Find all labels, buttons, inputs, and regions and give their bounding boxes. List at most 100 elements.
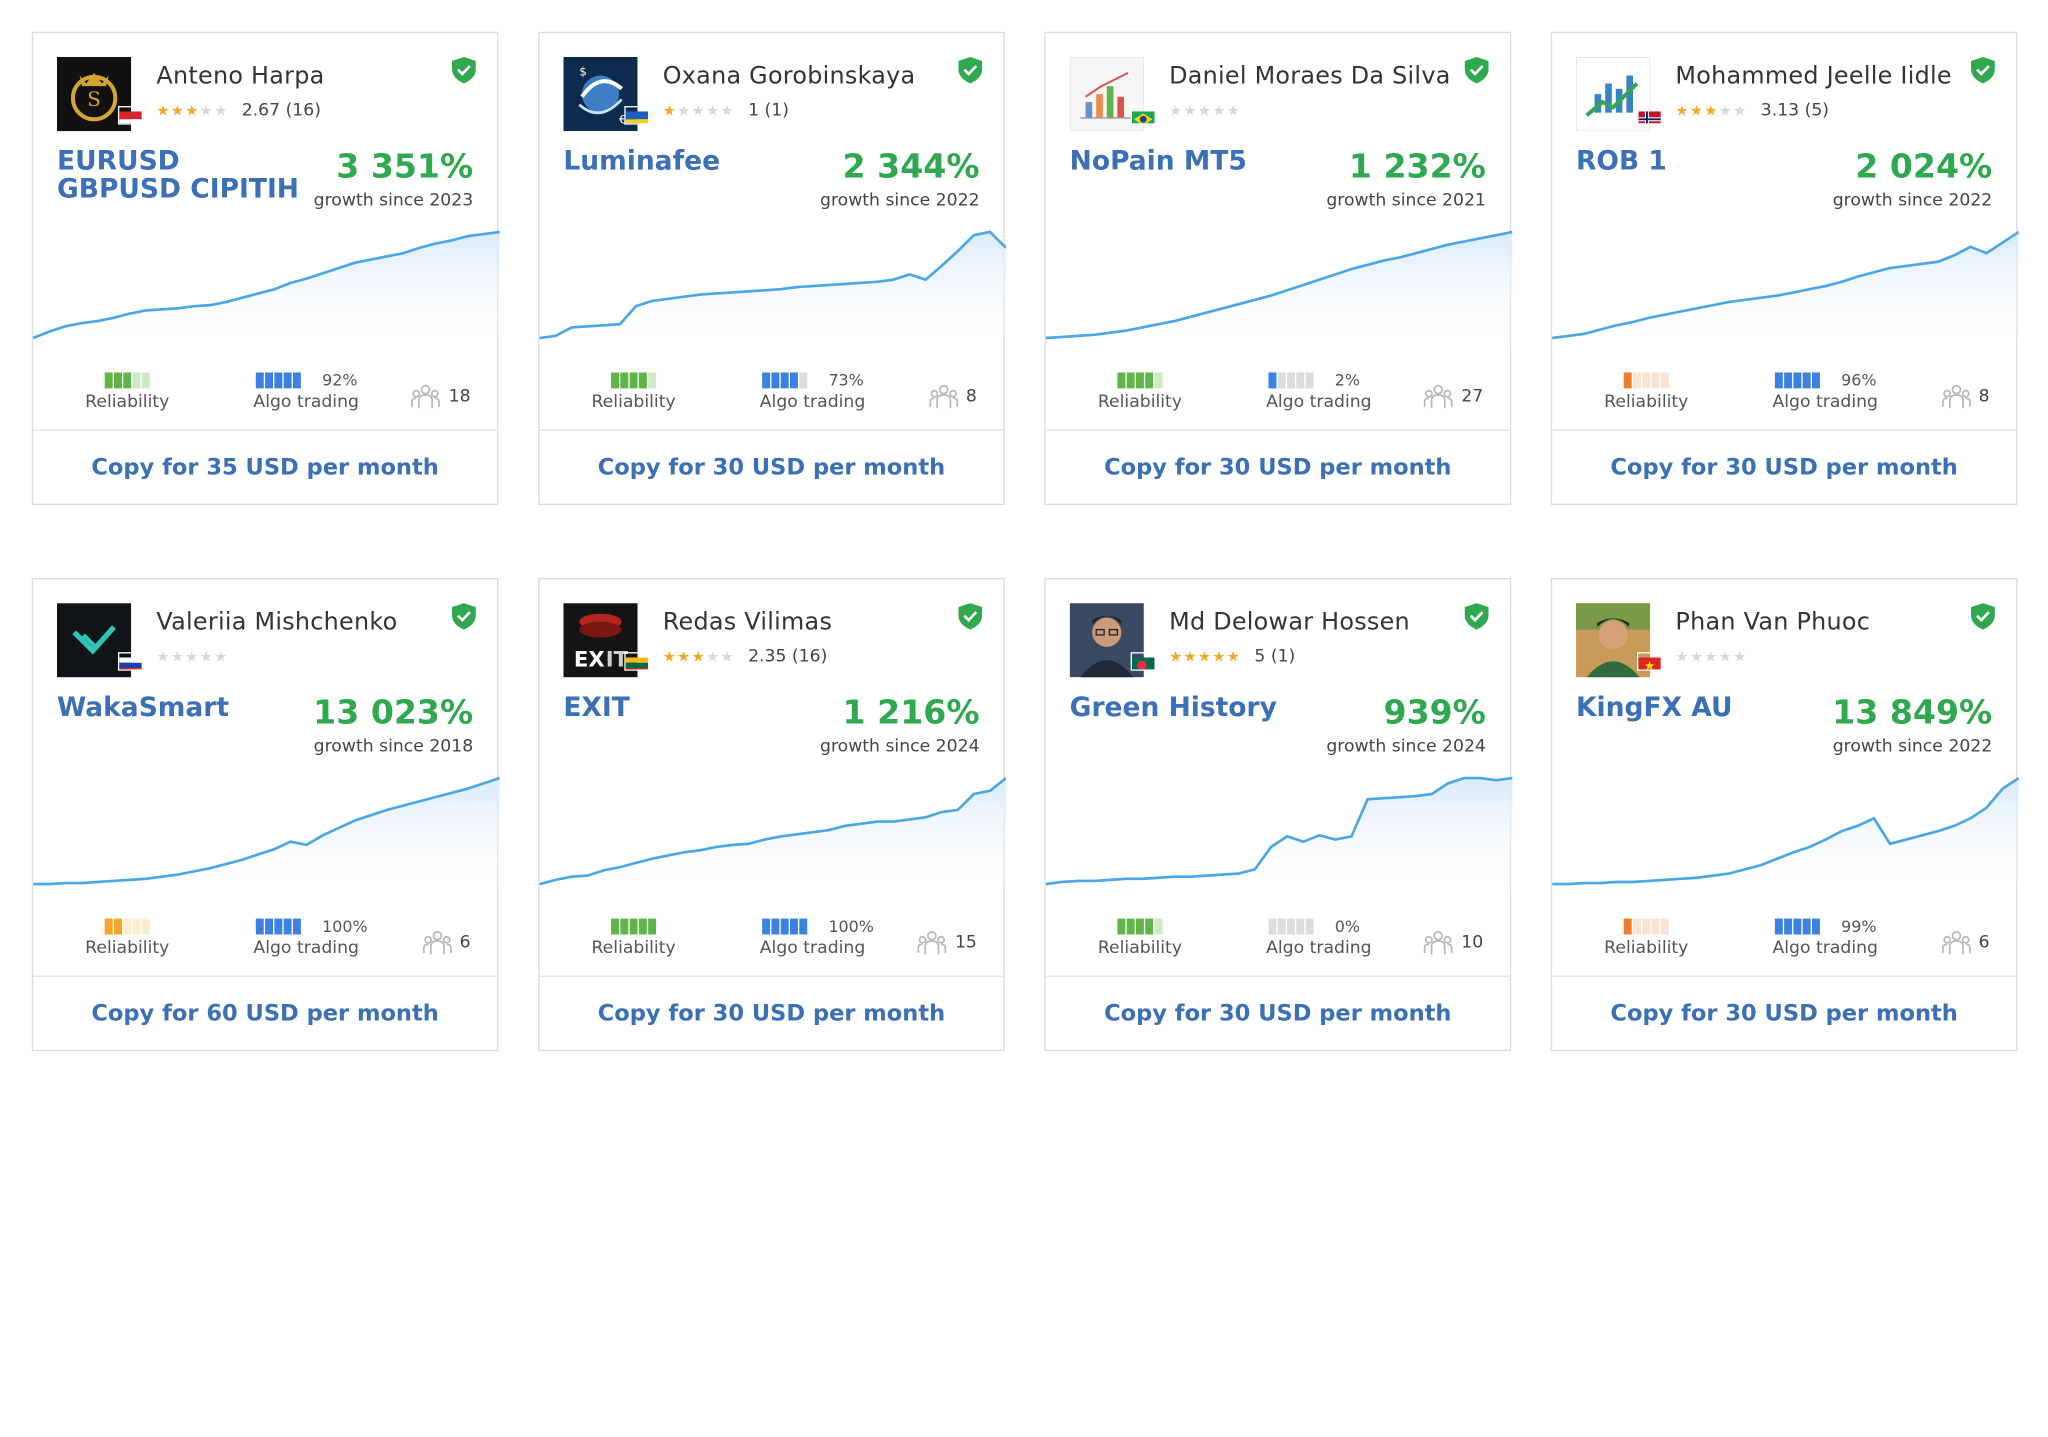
signal-card[interactable]: EX IT Redas Vilimas ★★★★★ 2.35 (16) EXIT 1 216… xyxy=(538,577,1007,1052)
algo-segment xyxy=(799,372,808,389)
reliability-segment xyxy=(1632,918,1641,935)
rating-star-icon: ★ xyxy=(662,102,678,120)
rating-stars: ★★★★★ xyxy=(1675,648,1747,665)
author-avatar[interactable] xyxy=(1069,56,1144,132)
verified-shield-icon xyxy=(1464,603,1489,630)
metrics-row: Reliability 2% Algo trading 27 xyxy=(1046,371,1513,425)
reliability-segment xyxy=(1623,918,1632,935)
reliability-segment xyxy=(122,918,131,935)
reliability-label: Reliability xyxy=(1604,392,1689,413)
reliability-segment xyxy=(122,372,131,389)
rating-star-icon: ★ xyxy=(662,648,678,666)
signal-card[interactable]: Md Delowar Hossen ★★★★★ 5 (1) Green History… xyxy=(1044,577,1513,1052)
strategy-name[interactable]: Green History xyxy=(1069,690,1277,723)
author-name[interactable]: Oxana Gorobinskaya xyxy=(662,62,916,91)
strategy-name[interactable]: ROB 1 xyxy=(1576,144,1667,177)
reliability-metric: Reliability xyxy=(1096,372,1183,412)
growth-chart xyxy=(1045,776,1513,898)
strategy-name[interactable]: EXIT xyxy=(563,690,630,723)
algo-bars xyxy=(253,372,359,389)
algo-segment xyxy=(292,918,301,935)
svg-text:$: $ xyxy=(579,65,587,79)
author-name[interactable]: Phan Van Phuoc xyxy=(1675,608,1871,637)
signal-card[interactable]: Daniel Moraes Da Silva ★★★★★ NoPain MT5 1 2… xyxy=(1044,31,1513,506)
algo-trading-label: Algo trading xyxy=(253,938,359,959)
signal-card[interactable]: Phan Van Phuoc ★★★★★ KingFX AU 13 849% growt… xyxy=(1550,577,2019,1052)
strategy-name[interactable]: Luminafee xyxy=(563,144,721,177)
signal-card[interactable]: S Anteno Harpa ★★★★★ 2.67 (16) EURUSD GBPUSD… xyxy=(31,31,500,506)
copy-subscription-button[interactable]: Copy for 60 USD per month xyxy=(91,1000,439,1028)
strategy-name[interactable]: KingFX AU xyxy=(1576,690,1733,723)
growth-value: 2 024% xyxy=(1855,147,1993,186)
rating-star-icon: ★ xyxy=(1718,648,1734,666)
verified-shield-icon xyxy=(958,603,983,630)
growth-chart xyxy=(539,777,1007,898)
copy-subscription-button[interactable]: Copy for 30 USD per month xyxy=(1104,1000,1452,1028)
strategy-name[interactable]: WakaSmart xyxy=(56,690,230,723)
growth-since-label: growth since 2021 xyxy=(1326,190,1486,211)
author-avatar[interactable]: EX IT xyxy=(563,603,638,678)
algo-segment xyxy=(1802,918,1811,935)
copy-subscription-button[interactable]: Copy for 30 USD per month xyxy=(597,454,946,482)
algo-segment xyxy=(274,918,283,935)
algo-segment xyxy=(1784,918,1793,935)
rating-star-icon: ★ xyxy=(1169,102,1184,120)
subscribers-value: 27 xyxy=(1461,386,1484,407)
algo-segment xyxy=(1811,918,1820,935)
author-avatar[interactable] xyxy=(1576,603,1651,678)
author-name[interactable]: Valeriia Mishchenko xyxy=(156,608,398,637)
growth-value: 1 216% xyxy=(842,693,980,732)
copy-subscription-button[interactable]: Copy for 30 USD per month xyxy=(1610,454,1958,482)
algo-segment xyxy=(1774,372,1783,389)
algo-segment xyxy=(1305,372,1314,389)
strategy-name[interactable]: EURUSD GBPUSD CIPITIH xyxy=(56,144,300,205)
algo-trading-label: Algo trading xyxy=(1772,938,1878,959)
author-avatar[interactable]: S xyxy=(56,56,132,132)
copy-subscription-button[interactable]: Copy for 35 USD per month xyxy=(91,454,439,482)
reliability-segment xyxy=(1650,372,1659,389)
algo-percent: 2% xyxy=(1334,371,1361,390)
card-divider xyxy=(1045,975,1510,977)
subscribers-icon xyxy=(411,384,441,409)
reliability-segment xyxy=(1641,372,1650,389)
author-avatar[interactable]: $ € xyxy=(563,56,638,132)
author-rating: ★★★★★ xyxy=(156,643,241,666)
signal-card[interactable]: Valeriia Mishchenko ★★★★★ WakaSmart 13 023%… xyxy=(31,577,500,1052)
author-name[interactable]: Redas Vilimas xyxy=(662,608,833,637)
author-name[interactable]: Anteno Harpa xyxy=(156,62,325,91)
algo-trading-label: Algo trading xyxy=(1772,392,1878,413)
verified-shield-icon xyxy=(1971,603,1995,630)
algo-segment xyxy=(283,372,292,389)
rating-star-icon: ★ xyxy=(1733,102,1748,120)
algo-segment xyxy=(1296,918,1305,935)
country-flag-icon xyxy=(117,106,144,125)
algo-segment xyxy=(780,372,789,389)
verified-shield-icon xyxy=(1971,56,1995,84)
subscribers-count: 8 xyxy=(929,382,977,411)
rating-stars: ★★★★★ xyxy=(156,102,228,119)
copy-subscription-button[interactable]: Copy for 30 USD per month xyxy=(1610,1000,1958,1028)
copy-subscription-button[interactable]: Copy for 30 USD per month xyxy=(597,1000,946,1028)
copy-subscription-button[interactable]: Copy for 30 USD per month xyxy=(1104,454,1452,482)
growth-chart xyxy=(33,776,500,898)
subscribers-icon xyxy=(1941,930,1971,955)
metrics-row: Reliability 100% Algo trading 15 xyxy=(539,917,1006,972)
growth-line xyxy=(1552,776,2019,886)
growth-value: 3 351% xyxy=(336,147,474,186)
rating-star-icon: ★ xyxy=(170,648,186,666)
card-header: Mohammed Jeelle Iidle ★★★★★ 3.13 (5) xyxy=(1576,56,1995,132)
growth-value: 1 232% xyxy=(1348,147,1486,186)
reliability-metric: Reliability xyxy=(590,372,677,412)
strategy-name[interactable]: NoPain MT5 xyxy=(1069,144,1247,177)
reliability-segment xyxy=(610,918,619,935)
subscribers-value: 15 xyxy=(954,932,977,953)
author-name[interactable]: Mohammed Jeelle Iidle xyxy=(1675,62,1952,91)
author-name[interactable]: Daniel Moraes Da Silva xyxy=(1169,62,1451,91)
growth-area xyxy=(1552,778,2019,898)
signal-card[interactable]: $ € Oxana Gorobinskaya ★★★★★ 1 (1) Luminafee 2… xyxy=(538,31,1007,506)
author-name[interactable]: Md Delowar Hossen xyxy=(1169,608,1410,637)
algo-segment xyxy=(771,372,780,389)
rating-star-icon: ★ xyxy=(185,648,200,666)
subscribers-value: 6 xyxy=(1978,932,1990,953)
